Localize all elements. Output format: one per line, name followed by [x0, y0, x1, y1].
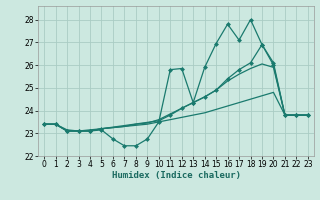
X-axis label: Humidex (Indice chaleur): Humidex (Indice chaleur) [111, 171, 241, 180]
